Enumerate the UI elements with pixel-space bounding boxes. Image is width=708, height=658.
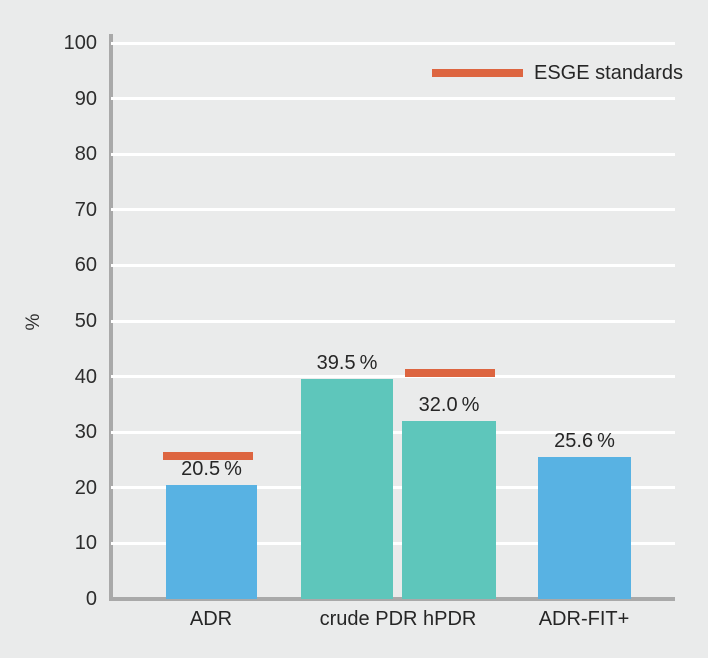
gridline-90 <box>111 97 675 101</box>
bar-adr-fit- <box>538 456 631 599</box>
gridline-30 <box>111 430 675 434</box>
y-tick-label-80: 80 <box>74 143 97 166</box>
esge-standard-marker-adr <box>163 452 253 460</box>
y-tick-label-70: 70 <box>74 198 97 221</box>
plot-area: 20.5 % 39.5 % 32.0 % 25.6 % ADR crude PDR hPD… <box>111 41 675 630</box>
y-tick-label-20: 20 <box>74 476 97 499</box>
bar-crude-pdr <box>301 379 393 599</box>
esge-standard-marker-hpdr <box>405 368 495 377</box>
gridline-10 <box>111 541 675 545</box>
bar-value-label-0: 20.5 % <box>181 458 242 481</box>
x-axis-label-2: ADR-FIT+ <box>538 608 630 630</box>
bar-value-label-3: 25.6 % <box>554 429 615 452</box>
y-tick-label-100: 100 <box>63 32 97 54</box>
x-axis-line <box>109 597 675 601</box>
y-tick-label-40: 40 <box>74 365 97 388</box>
legend-esge-label: ESGE standards <box>534 62 683 84</box>
gridline-70 <box>111 208 675 212</box>
gridline-50 <box>111 319 675 323</box>
bar-hpdr <box>402 421 496 599</box>
y-tick-label-10: 10 <box>74 532 97 555</box>
y-tick-label-90: 90 <box>74 87 97 110</box>
y-tick-label-30: 30 <box>74 421 97 444</box>
gridline-20 <box>111 486 675 490</box>
gridline-60 <box>111 263 675 267</box>
gridline-40 <box>111 375 675 379</box>
y-tick-label-60: 60 <box>74 254 97 277</box>
x-axis-label-0: ADR <box>189 608 233 630</box>
x-axis-label-1: crude PDR hPDR <box>319 608 477 630</box>
bar-value-label-2: 32.0 % <box>418 394 480 417</box>
y-tick-label-0: 0 <box>85 588 97 610</box>
y-axis-line <box>109 34 113 601</box>
y-tick-label-50: 50 <box>74 310 97 332</box>
gridline-100 <box>111 41 675 45</box>
bar-adr <box>166 485 257 599</box>
legend: ESGE standards <box>432 60 683 86</box>
gridline-80 <box>111 152 675 156</box>
bar-value-label-1: 39.5 % <box>316 352 378 375</box>
legend-esge-swatch <box>432 69 523 77</box>
